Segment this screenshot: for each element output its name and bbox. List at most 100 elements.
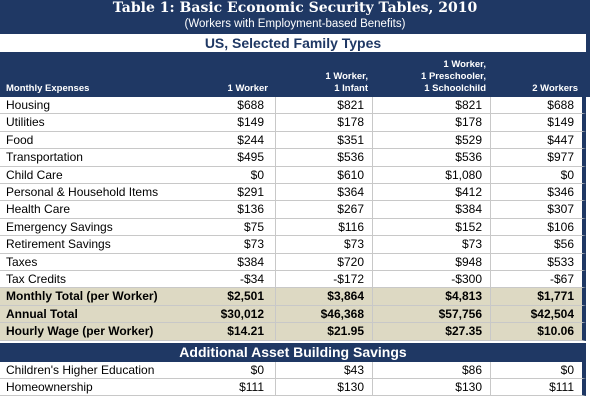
cell-value: $307 — [547, 202, 574, 217]
table-row: Taxes $384 $720 $948 $533 — [0, 253, 586, 271]
row-label: Annual Total — [6, 306, 78, 321]
column-divider — [490, 305, 491, 323]
row-label: Children's Higher Education — [6, 362, 155, 377]
cell-value: $351 — [337, 132, 364, 147]
row-label: Food — [6, 132, 34, 147]
column-divider — [275, 253, 276, 270]
column-header-line: 1 Infant — [334, 83, 368, 94]
cell-value: $73 — [343, 237, 364, 252]
column-divider — [490, 323, 491, 340]
column-divider — [372, 184, 373, 201]
column-divider — [372, 288, 373, 305]
column-divider — [490, 131, 491, 149]
column-divider — [275, 131, 276, 149]
column-divider — [372, 201, 373, 218]
row-label: Taxes — [6, 254, 38, 269]
table-row: Personal & Household Items $291 $364 $412 $3… — [0, 184, 586, 202]
cell-value: $688 — [237, 98, 264, 112]
cell-value: $821 — [455, 98, 482, 112]
cell-value: $21.95 — [327, 324, 364, 339]
column-header: 1 Worker — [228, 83, 268, 95]
column-divider — [372, 166, 373, 183]
cell-value: $111 — [549, 380, 574, 394]
column-divider — [372, 323, 373, 340]
cell-value: -$67 — [549, 272, 574, 286]
column-divider — [275, 218, 276, 236]
cell-value: $533 — [547, 254, 574, 269]
column-divider — [372, 271, 373, 288]
cell-value: $720 — [337, 254, 364, 269]
table-row: Utilities $149 $178 $178 $149 — [0, 114, 586, 132]
section-title: US, Selected Family Types — [0, 34, 590, 52]
cell-value: $106 — [547, 219, 574, 234]
cell-value: $130 — [455, 380, 482, 394]
column-divider — [275, 361, 276, 378]
column-divider — [490, 379, 491, 396]
cell-value: $384 — [237, 254, 264, 269]
total-row: Annual Total $30,012 $46,368 $57,756 $42,504 — [0, 305, 586, 324]
column-divider — [372, 379, 373, 396]
column-divider — [372, 114, 373, 131]
table-row: Housing $688 $821 $821 $688 — [0, 97, 586, 115]
cell-value: $149 — [547, 115, 574, 130]
cell-value: -$172 — [333, 272, 364, 286]
cell-value: $46,368 — [320, 306, 364, 321]
title: Table 1: Basic Economic Security Tables,… — [112, 0, 478, 16]
column-header: 1 Worker, 1 Infant — [325, 71, 368, 95]
column-divider — [490, 271, 491, 288]
column-divider — [490, 201, 491, 218]
cell-value: $267 — [337, 202, 364, 217]
column-divider — [372, 218, 373, 236]
cell-value: $130 — [337, 380, 364, 394]
column-header: 1 Worker, 1 Preschooler, 1 Schoolchild — [421, 59, 486, 95]
cell-value: $10.06 — [537, 324, 574, 339]
cell-value: $364 — [337, 185, 364, 199]
cell-value: $536 — [337, 150, 364, 165]
column-divider — [275, 184, 276, 201]
column-divider — [275, 288, 276, 305]
column-divider — [372, 253, 373, 270]
section-title: Additional Asset Building Savings — [0, 342, 586, 362]
column-header-line: 1 Worker — [227, 83, 268, 94]
cell-value: $73 — [461, 237, 482, 252]
table-row: Health Care $136 $267 $384 $307 — [0, 201, 586, 219]
cell-value: $75 — [243, 219, 264, 234]
cell-value: $1,080 — [445, 167, 482, 182]
column-header: 2 Workers — [532, 83, 578, 95]
title-bar: Table 1: Basic Economic Security Tables,… — [0, 0, 590, 34]
header-row: Monthly Expenses 1 Worker 1 Worker, 1 Infan… — [0, 52, 590, 97]
cell-value: $136 — [237, 202, 264, 217]
column-divider — [275, 166, 276, 183]
cell-value: $73 — [243, 237, 264, 252]
column-divider — [490, 166, 491, 183]
row-label: Emergency Savings — [6, 219, 113, 234]
cell-value: $43 — [343, 362, 364, 377]
cell-value: $3,864 — [327, 289, 364, 304]
cell-value: $178 — [337, 115, 364, 130]
cell-value: $0 — [560, 362, 574, 377]
cell-value: $495 — [237, 150, 264, 165]
cell-value: $0 — [250, 362, 264, 377]
cell-value: $346 — [547, 185, 574, 199]
row-label: Homeownership — [6, 380, 93, 394]
row-label: Tax Credits — [6, 272, 67, 286]
cell-value: -$34 — [239, 272, 264, 286]
table-row: Transportation $495 $536 $536 $977 — [0, 149, 586, 167]
cell-value: $244 — [237, 132, 264, 147]
cell-value: $977 — [547, 150, 574, 165]
total-row: Hourly Wage (per Worker) $14.21 $21.95 $27.… — [0, 323, 586, 341]
table-row: Child Care $0 $610 $1,080 $0 — [0, 166, 586, 184]
column-divider — [275, 97, 276, 114]
table-row: Homeownership $111 $130 $130 $111 — [0, 379, 586, 397]
column-divider — [275, 271, 276, 288]
total-row: Monthly Total (per Worker) $2,501 $3,864 $4… — [0, 288, 586, 306]
column-header-line: 1 Preschooler, — [421, 71, 486, 82]
column-header-line: 1 Schoolchild — [424, 83, 486, 94]
table-row: Emergency Savings $75 $116 $152 $106 — [0, 218, 586, 237]
column-divider — [490, 361, 491, 378]
cell-value: $529 — [455, 132, 482, 147]
column-header-line: 1 Worker, — [325, 71, 368, 82]
row-label: Housing — [6, 98, 51, 112]
cell-value: $384 — [455, 202, 482, 217]
